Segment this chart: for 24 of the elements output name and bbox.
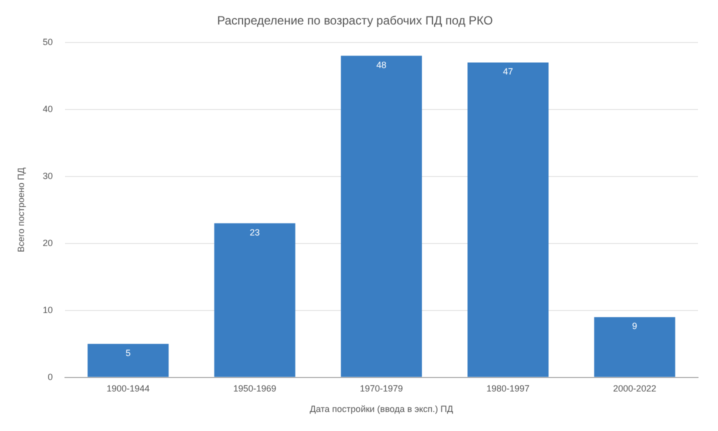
bar	[88, 344, 169, 377]
y-tick-label: 0	[48, 372, 53, 382]
x-tick-label: 1950-1969	[233, 383, 276, 394]
data-label: 23	[250, 227, 260, 238]
data-label: 48	[376, 60, 386, 70]
data-label: 5	[126, 348, 131, 358]
bar	[214, 223, 296, 377]
y-tick-label: 10	[42, 304, 53, 315]
chart-title: Распределение по возрасту рабочих ПД под РКО	[217, 14, 493, 28]
bar	[468, 62, 549, 377]
data-label: 9	[632, 321, 638, 332]
data-label: 47	[503, 66, 514, 76]
x-tick-label: 1970-1979	[360, 383, 403, 394]
bar	[594, 317, 676, 377]
x-tick-label: 2000-2022	[613, 383, 656, 394]
x-tick-label: 1980-1997	[486, 383, 530, 394]
bar	[340, 56, 422, 377]
y-tick-label: 40	[42, 104, 53, 114]
x-tick-label: 1900-1944	[106, 383, 150, 394]
y-tick-label: 20	[42, 238, 53, 248]
x-axis-title: Дата постройки (ввода в эксп.) ПД	[310, 404, 454, 414]
y-tick-label: 50	[42, 36, 53, 47]
y-tick-label: 30	[42, 170, 53, 181]
y-axis-title: Всего построено ПД	[16, 168, 26, 252]
